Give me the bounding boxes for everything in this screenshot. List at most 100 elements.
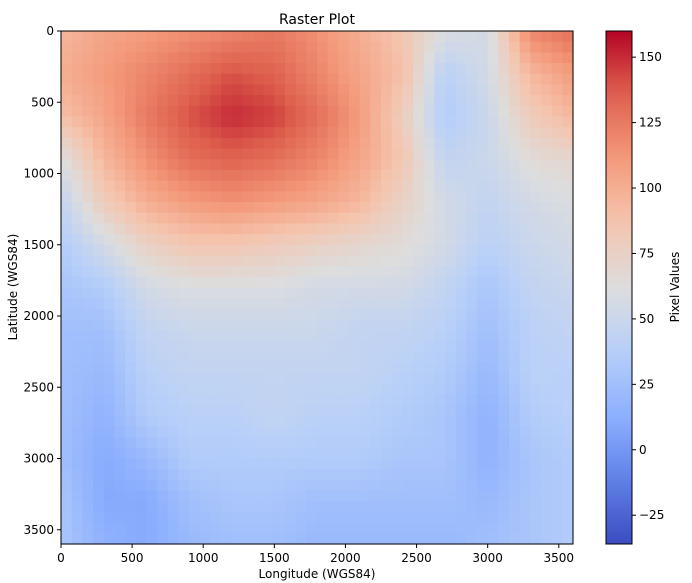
raster-cell bbox=[285, 137, 297, 150]
raster-cell bbox=[381, 522, 393, 534]
raster-cell bbox=[306, 180, 318, 192]
raster-cell bbox=[381, 298, 393, 310]
raster-cell bbox=[157, 84, 169, 96]
raster-cell bbox=[370, 405, 382, 417]
raster-cell bbox=[327, 127, 339, 139]
raster-cell bbox=[263, 95, 275, 107]
raster-cell bbox=[295, 276, 307, 289]
raster-cell bbox=[253, 234, 265, 246]
raster-cell bbox=[455, 383, 467, 395]
raster-cell bbox=[413, 276, 425, 289]
colorbar-tick-label: 100 bbox=[639, 181, 662, 195]
raster-cell bbox=[509, 212, 521, 224]
raster-cell bbox=[455, 426, 467, 438]
raster-cell bbox=[562, 169, 574, 182]
raster-cell bbox=[455, 266, 467, 278]
raster-cell bbox=[423, 501, 435, 513]
raster-cell bbox=[391, 223, 403, 235]
raster-cell bbox=[370, 458, 382, 470]
raster-cell bbox=[327, 105, 339, 118]
raster-cell bbox=[487, 511, 499, 524]
raster-cell bbox=[253, 533, 265, 545]
raster-cell bbox=[498, 362, 510, 374]
raster-cell bbox=[487, 191, 499, 203]
raster-cell bbox=[413, 159, 425, 171]
raster-cell bbox=[402, 511, 414, 524]
raster-cell bbox=[509, 137, 521, 150]
raster-cell bbox=[541, 351, 553, 363]
raster-cell bbox=[498, 223, 510, 235]
raster-cell bbox=[274, 479, 286, 492]
raster-cell bbox=[551, 319, 563, 331]
raster-cell bbox=[423, 169, 435, 182]
raster-cell bbox=[178, 159, 190, 171]
raster-cell bbox=[199, 458, 211, 470]
raster-cell bbox=[445, 394, 457, 406]
raster-cell bbox=[199, 127, 211, 139]
raster-cell bbox=[349, 159, 361, 171]
raster-cell bbox=[338, 501, 350, 513]
raster-cell bbox=[210, 351, 222, 363]
raster-cell bbox=[125, 95, 137, 107]
raster-cell bbox=[498, 340, 510, 353]
raster-cell bbox=[71, 458, 83, 470]
raster-cell bbox=[146, 479, 158, 492]
raster-cell bbox=[274, 501, 286, 513]
raster-cell bbox=[146, 52, 158, 64]
raster-cell bbox=[498, 52, 510, 64]
raster-cell bbox=[146, 159, 158, 171]
raster-cell bbox=[210, 234, 222, 246]
raster-cell bbox=[391, 330, 403, 342]
raster-cell bbox=[210, 202, 222, 214]
raster-cell bbox=[93, 373, 105, 385]
raster-cell bbox=[509, 266, 521, 278]
raster-cell bbox=[274, 373, 286, 385]
raster-cell bbox=[189, 319, 201, 331]
raster-cell bbox=[519, 511, 531, 524]
raster-cell bbox=[157, 127, 169, 139]
raster-cell bbox=[551, 137, 563, 150]
raster-cell bbox=[306, 148, 318, 160]
raster-cell bbox=[285, 469, 297, 481]
raster-cell bbox=[370, 373, 382, 385]
raster-cell bbox=[242, 148, 254, 160]
raster-cell bbox=[327, 351, 339, 363]
raster-cell bbox=[253, 298, 265, 310]
raster-cell bbox=[135, 180, 147, 192]
raster-cell bbox=[285, 84, 297, 96]
raster-cell bbox=[253, 105, 265, 118]
raster-cell bbox=[487, 373, 499, 385]
raster-cell bbox=[306, 73, 318, 86]
raster-cell bbox=[562, 63, 574, 75]
raster-cell bbox=[103, 479, 115, 492]
raster-cell bbox=[210, 511, 222, 524]
raster-cell bbox=[306, 479, 318, 492]
raster-cell bbox=[231, 41, 243, 53]
raster-cell bbox=[359, 95, 371, 107]
raster-cell bbox=[370, 137, 382, 150]
raster-cell bbox=[402, 212, 414, 224]
raster-cell bbox=[93, 405, 105, 417]
raster-cell bbox=[199, 255, 211, 267]
raster-cell bbox=[93, 437, 105, 449]
raster-cell bbox=[370, 202, 382, 214]
raster-cell bbox=[295, 169, 307, 182]
raster-cell bbox=[551, 276, 563, 289]
raster-cell bbox=[402, 373, 414, 385]
raster-cell bbox=[263, 73, 275, 86]
raster-cell bbox=[189, 41, 201, 53]
raster-cell bbox=[519, 105, 531, 118]
raster-cell bbox=[61, 31, 73, 43]
raster-cell bbox=[402, 41, 414, 53]
raster-cell bbox=[71, 426, 83, 438]
raster-cell bbox=[349, 458, 361, 470]
raster-cell bbox=[413, 137, 425, 150]
raster-cell bbox=[210, 159, 222, 171]
raster-cell bbox=[210, 148, 222, 160]
raster-cell bbox=[221, 383, 233, 395]
plot-area bbox=[60, 30, 574, 545]
raster-cell bbox=[146, 469, 158, 481]
raster-cell bbox=[178, 169, 190, 182]
raster-cell bbox=[167, 41, 179, 53]
raster-cell bbox=[199, 330, 211, 342]
